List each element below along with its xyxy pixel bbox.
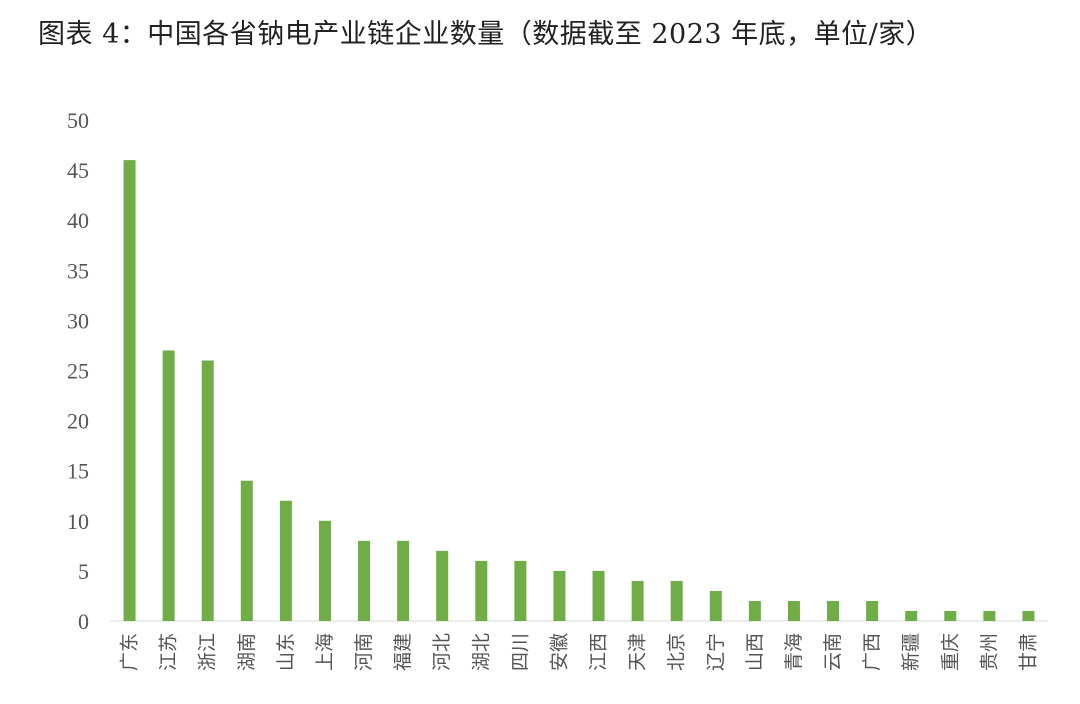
y-tick-label: 45 [67,158,89,183]
x-category-label: 山东 [275,633,297,671]
x-category-label: 云南 [822,633,844,671]
x-category-label: 天津 [627,633,649,671]
bar-23 [983,610,996,621]
x-category-label: 河南 [353,633,375,671]
x-category-label: 广东 [119,633,141,671]
bar-4 [240,480,253,621]
y-tick-label: 40 [67,208,89,233]
bar-20 [866,600,879,621]
x-category-label: 江苏 [158,633,180,671]
x-category-label: 浙江 [197,633,219,671]
bar-19 [827,600,840,621]
bar-11 [514,560,527,621]
bar-15 [670,580,683,621]
y-tick-label: 10 [67,509,89,534]
bar-13 [592,570,605,621]
x-category-label: 四川 [509,633,531,671]
bars [123,160,1035,621]
bar-8 [397,540,410,621]
x-category-label: 山西 [744,633,766,671]
bar-18 [787,600,800,621]
y-tick-label: 15 [67,459,89,484]
bar-24 [1022,610,1035,621]
y-axis: 0 5 10 15 20 25 30 35 40 45 50 [67,108,89,634]
y-tick-label: 0 [78,609,89,634]
x-category-label: 贵州 [978,633,1000,671]
x-category-label: 辽宁 [705,633,727,671]
bar-10 [475,560,488,621]
x-category-label: 湖北 [470,633,492,671]
x-category-label: 福建 [392,633,414,671]
bar-5 [279,500,292,621]
x-category-label: 北京 [666,633,688,671]
bar-2 [162,350,175,621]
x-axis-labels: 广东 江苏 浙江 湖南 山东 上海 河南 福建 河北 湖北 四川 安徽 江西 天津 北京 辽宁 山西 青海 云南 广西… [119,633,1040,671]
bar-14 [631,580,644,621]
y-tick-label: 30 [67,308,89,333]
y-tick-label: 35 [67,258,89,283]
x-category-label: 湖南 [236,633,258,671]
bar-1 [123,160,136,621]
y-tick-label: 25 [67,359,89,384]
bar-9 [436,550,449,621]
bar-6 [318,520,331,621]
bar-17 [748,600,761,621]
y-tick-label: 20 [67,409,89,434]
x-category-label: 江西 [588,633,610,671]
bar-22 [944,610,957,621]
x-category-label: 新疆 [900,633,922,671]
x-category-label: 河北 [431,633,453,671]
bar-21 [905,610,918,621]
bar-7 [358,540,371,621]
x-category-label: 甘肃 [1017,633,1039,671]
x-category-label: 重庆 [939,633,961,671]
x-category-label: 上海 [314,633,336,671]
y-tick-label: 5 [78,559,89,584]
bar-16 [709,590,722,621]
x-category-label: 青海 [783,633,805,671]
bar-3 [201,360,214,621]
bar-12 [553,570,566,621]
y-tick-label: 50 [67,108,89,133]
x-category-label: 广西 [861,633,883,671]
x-category-label: 安徽 [548,633,570,671]
chart-title: 图表 4：中国各省钠电产业链企业数量（数据截至 2023 年底，单位/家） [38,19,934,50]
